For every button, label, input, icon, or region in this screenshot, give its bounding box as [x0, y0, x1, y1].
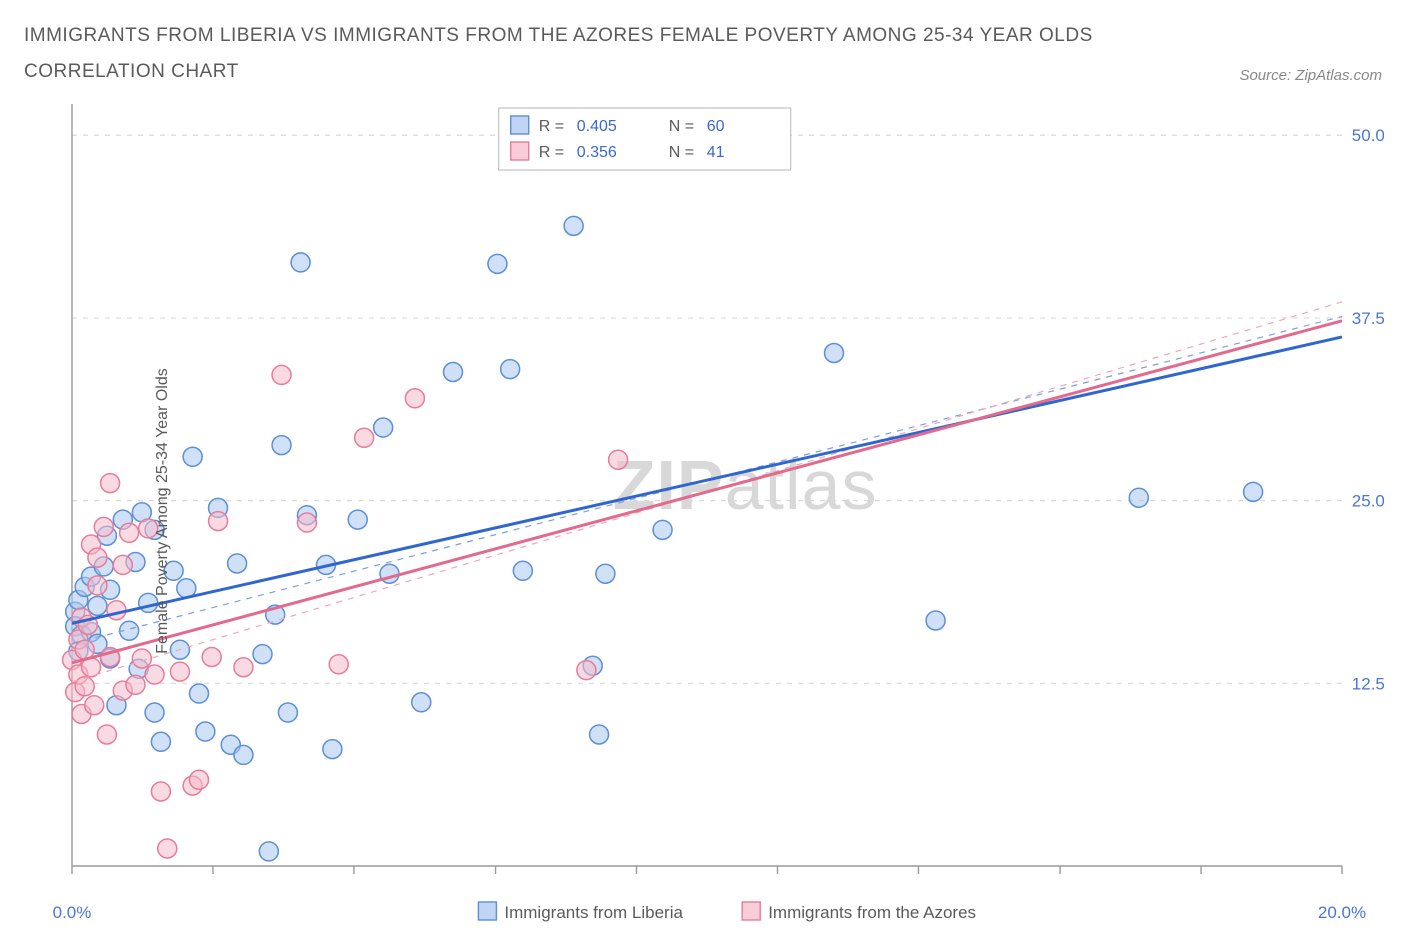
- source-label: Source: ZipAtlas.com: [1239, 67, 1382, 90]
- data-point-liberia: [196, 722, 215, 741]
- legend-n-value: 60: [707, 118, 725, 135]
- data-point-azores: [113, 556, 132, 575]
- bottom-legend-label-azores: Immigrants from the Azores: [768, 903, 976, 922]
- data-point-azores: [170, 662, 189, 681]
- data-point-azores: [132, 649, 151, 668]
- data-point-liberia: [145, 703, 164, 722]
- data-point-azores: [94, 518, 113, 537]
- data-point-liberia: [501, 360, 520, 379]
- data-point-azores: [355, 428, 374, 447]
- data-point-azores: [120, 523, 139, 542]
- data-point-azores: [97, 725, 116, 744]
- legend-r-label: R =: [539, 118, 564, 135]
- x-tick-label: 0.0%: [53, 903, 92, 922]
- data-point-azores: [158, 839, 177, 858]
- legend-swatch-azores: [511, 142, 529, 160]
- data-point-azores: [272, 366, 291, 385]
- legend-r-label: R =: [539, 144, 564, 161]
- legend-r-value: 0.405: [577, 118, 617, 135]
- y-tick-label: 37.5%: [1352, 309, 1384, 328]
- trend-line-liberia: [72, 337, 1342, 623]
- x-tick-label: 20.0%: [1318, 903, 1366, 922]
- data-point-liberia: [596, 564, 615, 583]
- data-point-azores: [329, 655, 348, 674]
- data-point-liberia: [323, 740, 342, 759]
- data-point-azores: [126, 675, 145, 694]
- y-tick-label: 50.0%: [1352, 126, 1384, 145]
- data-point-liberia: [1129, 488, 1148, 507]
- data-point-azores: [107, 601, 126, 620]
- scatter-chart: ZIPatlas12.5%25.0%37.5%50.0%0.0%20.0%R =…: [24, 96, 1384, 926]
- legend-r-value: 0.356: [577, 144, 617, 161]
- legend-n-label: N =: [669, 144, 694, 161]
- data-point-liberia: [234, 746, 253, 765]
- data-point-liberia: [348, 510, 367, 529]
- data-point-liberia: [272, 436, 291, 455]
- data-point-azores: [405, 389, 424, 408]
- bottom-legend-label-liberia: Immigrants from Liberia: [504, 903, 683, 922]
- data-point-azores: [88, 576, 107, 595]
- bottom-legend-swatch-liberia: [478, 902, 496, 920]
- data-point-liberia: [278, 703, 297, 722]
- data-point-azores: [85, 696, 104, 715]
- data-point-liberia: [513, 561, 532, 580]
- data-point-azores: [88, 548, 107, 567]
- data-point-liberia: [291, 253, 310, 272]
- bottom-legend-swatch-azores: [742, 902, 760, 920]
- chart-container: Female Poverty Among 25-34 Year Olds ZIP…: [24, 96, 1382, 926]
- data-point-liberia: [488, 255, 507, 274]
- data-point-liberia: [88, 597, 107, 616]
- data-point-liberia: [228, 554, 247, 573]
- data-point-liberia: [374, 418, 393, 437]
- chart-title: IMMIGRANTS FROM LIBERIA VS IMMIGRANTS FR…: [24, 18, 1124, 90]
- data-point-azores: [151, 782, 170, 801]
- legend-swatch-liberia: [511, 116, 529, 134]
- data-point-azores: [75, 677, 94, 696]
- data-point-liberia: [825, 344, 844, 363]
- y-tick-label: 12.5%: [1352, 674, 1384, 693]
- legend-n-label: N =: [669, 118, 694, 135]
- data-point-liberia: [926, 611, 945, 630]
- data-point-azores: [190, 770, 209, 789]
- data-point-liberia: [653, 521, 672, 540]
- data-point-liberia: [1244, 483, 1263, 502]
- data-point-azores: [234, 658, 253, 677]
- data-point-liberia: [564, 217, 583, 236]
- data-point-liberia: [151, 732, 170, 751]
- data-point-liberia: [444, 363, 463, 382]
- data-point-azores: [609, 450, 628, 469]
- legend-n-value: 41: [707, 144, 725, 161]
- data-point-azores: [577, 661, 596, 680]
- data-point-liberia: [183, 447, 202, 466]
- data-point-liberia: [259, 842, 278, 861]
- data-point-liberia: [412, 693, 431, 712]
- data-point-azores: [101, 474, 120, 493]
- data-point-azores: [297, 513, 316, 532]
- data-point-azores: [145, 665, 164, 684]
- data-point-azores: [202, 648, 221, 667]
- data-point-liberia: [590, 725, 609, 744]
- data-point-liberia: [253, 645, 272, 664]
- data-point-azores: [209, 512, 228, 531]
- y-tick-label: 25.0%: [1352, 492, 1384, 511]
- y-axis-label: Female Poverty Among 25-34 Year Olds: [154, 368, 172, 654]
- trend-line-azores: [72, 321, 1342, 663]
- data-point-liberia: [190, 684, 209, 703]
